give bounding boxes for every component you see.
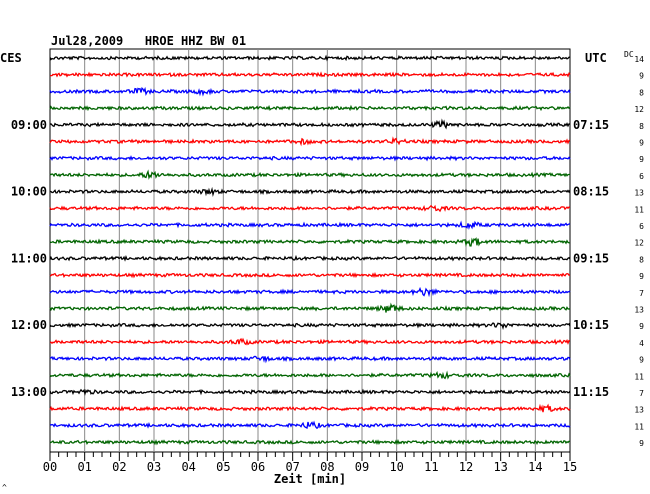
dc-value: 9	[639, 322, 644, 331]
trace-12	[49, 254, 571, 262]
right-time-label: 11:15	[573, 385, 609, 399]
right-time-label: 08:15	[573, 185, 609, 199]
dc-value: 12	[634, 105, 644, 114]
x-tick-label: 07	[285, 460, 299, 474]
trace-5	[49, 136, 571, 147]
dc-value: 9	[639, 72, 644, 81]
trace-20	[49, 388, 571, 396]
trace-18	[49, 355, 571, 364]
time-labels: 09:00 10:00 11:00 12:00 13:00 07:15 08:15 09:15…	[11, 118, 609, 399]
trace-6	[49, 155, 571, 162]
trace-3	[49, 104, 571, 112]
dc-value: 8	[639, 88, 644, 97]
trace-9	[49, 204, 571, 213]
x-tick-label: 05	[216, 460, 230, 474]
minute-gridlines	[84, 49, 536, 452]
trace-10	[49, 220, 571, 230]
dc-value: 9	[639, 272, 644, 281]
trace-15	[49, 302, 571, 313]
x-tick-label: 06	[251, 460, 265, 474]
dc-value: 9	[639, 439, 644, 448]
x-tick-label: 09	[355, 460, 369, 474]
left-time-label: 10:00	[11, 185, 47, 199]
left-timezone-label: CES	[0, 51, 22, 65]
trace-4	[49, 118, 571, 130]
dc-value: 11	[634, 422, 644, 431]
x-tick-label: 12	[459, 460, 473, 474]
dc-value: 8	[639, 255, 644, 264]
trace-21	[49, 403, 571, 413]
dc-value: 12	[634, 239, 644, 248]
dc-value: 7	[639, 289, 644, 298]
dc-value: 9	[639, 155, 644, 164]
right-timezone-label: UTC	[585, 51, 607, 65]
x-tick-label: 00	[43, 460, 57, 474]
dc-value: 4	[639, 339, 644, 348]
dc-value: 13	[634, 189, 644, 198]
trace-16	[49, 322, 571, 330]
x-tick-label: 04	[181, 460, 195, 474]
left-time-label: 11:00	[11, 251, 47, 265]
trace-19	[49, 370, 571, 380]
seismic-traces	[49, 54, 571, 446]
right-time-label: 07:15	[573, 118, 609, 132]
x-tick-label: 10	[389, 460, 403, 474]
left-time-label: 13:00	[11, 385, 47, 399]
dc-value: 6	[639, 172, 644, 181]
x-axis-title: Zeit [min]	[274, 472, 346, 486]
trace-17	[49, 337, 571, 346]
left-time-label: 09:00	[11, 118, 47, 132]
dc-value: 7	[639, 389, 644, 398]
trace-8	[49, 186, 571, 198]
trace-22	[49, 420, 571, 430]
trace-23	[49, 439, 571, 446]
dc-value: 11	[634, 205, 644, 214]
x-tick-label: 15	[563, 460, 577, 474]
dc-value: 9	[639, 356, 644, 365]
dc-value: 11	[634, 372, 644, 381]
dc-value: 9	[639, 139, 644, 148]
trace-2	[49, 86, 571, 97]
dc-value: 6	[639, 222, 644, 231]
dc-value: 13	[634, 306, 644, 315]
dc-value: 14	[634, 55, 644, 64]
dc-value: 8	[639, 122, 644, 131]
chart-title: Jul28,2009 HROE HHZ BW 01	[51, 34, 246, 48]
trace-11	[49, 237, 571, 247]
trace-0	[49, 54, 571, 62]
x-tick-label: 03	[147, 460, 161, 474]
x-axis: 00 01 02 03 04 05 06 07 08 09 10 11 12 13 14 15	[43, 452, 577, 474]
right-time-label: 09:15	[573, 251, 609, 265]
right-time-label: 10:15	[573, 318, 609, 332]
trace-13	[49, 272, 571, 279]
trace-7	[49, 169, 571, 180]
dc-values: 14 9 8 12 8 9 9 6 13 11 6 12 8 9 7 13 9 4 9 11 7 13 11 9	[634, 55, 644, 448]
x-tick-label: 13	[493, 460, 507, 474]
x-tick-label: 02	[112, 460, 126, 474]
x-tick-label: 14	[528, 460, 542, 474]
x-tick-label: 08	[320, 460, 334, 474]
corner-mark: ^	[2, 483, 7, 492]
trace-14	[49, 286, 571, 298]
x-tick-label: 01	[77, 460, 91, 474]
trace-1	[49, 71, 571, 78]
dc-value: 13	[634, 406, 644, 415]
left-time-label: 12:00	[11, 318, 47, 332]
x-tick-label: 11	[424, 460, 438, 474]
dc-label: DC	[624, 50, 634, 59]
